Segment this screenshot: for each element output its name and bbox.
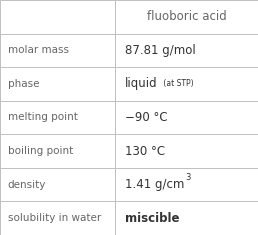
- Text: liquid: liquid: [125, 77, 158, 90]
- Text: density: density: [8, 180, 46, 190]
- Text: 87.81 g/mol: 87.81 g/mol: [125, 44, 196, 57]
- Text: −90 °C: −90 °C: [125, 111, 168, 124]
- Text: 130 °C: 130 °C: [125, 145, 165, 158]
- Text: miscible: miscible: [125, 212, 180, 225]
- Text: (at STP): (at STP): [161, 79, 194, 88]
- Text: fluoboric acid: fluoboric acid: [147, 10, 226, 23]
- Text: molar mass: molar mass: [8, 45, 69, 55]
- Text: boiling point: boiling point: [8, 146, 73, 156]
- Text: 3: 3: [186, 173, 191, 182]
- Text: phase: phase: [8, 79, 39, 89]
- Text: melting point: melting point: [8, 113, 78, 122]
- Text: 1.41 g/cm: 1.41 g/cm: [125, 178, 184, 191]
- Text: solubility in water: solubility in water: [8, 213, 101, 223]
